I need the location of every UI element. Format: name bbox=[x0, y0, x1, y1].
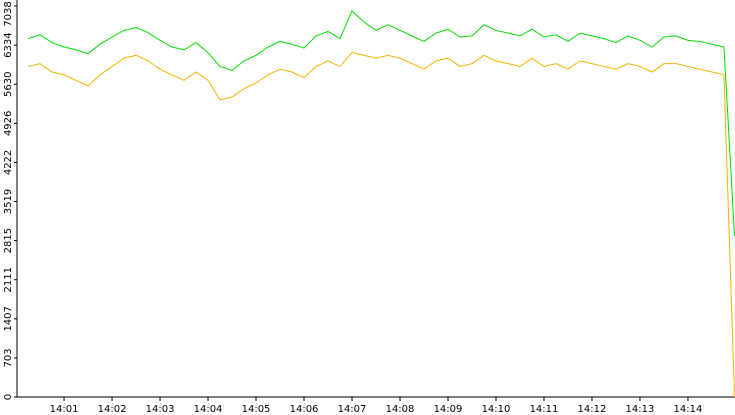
y-tick-label: 2111 bbox=[3, 267, 14, 292]
series-line bbox=[27, 10, 735, 236]
x-tick-label: 14:07 bbox=[338, 404, 367, 415]
y-tick-label: 7038 bbox=[3, 1, 14, 26]
x-tick-label: 14:04 bbox=[194, 404, 223, 415]
x-tick-label: 14:12 bbox=[578, 404, 607, 415]
series-line bbox=[27, 52, 735, 398]
y-tick-label: 3519 bbox=[3, 189, 14, 214]
y-tick-label: 0 bbox=[3, 394, 14, 400]
x-tick-label: 14:09 bbox=[434, 404, 463, 415]
x-tick-label: 14:13 bbox=[626, 404, 655, 415]
x-tick-label: 14:02 bbox=[98, 404, 127, 415]
y-tick-label: 4926 bbox=[3, 111, 14, 136]
y-tick-label: 1407 bbox=[3, 306, 14, 331]
x-tick-label: 14:11 bbox=[530, 404, 559, 415]
x-tick-label: 14:08 bbox=[386, 404, 415, 415]
x-tick-label: 14:14 bbox=[674, 404, 703, 415]
y-tick-label: 4222 bbox=[3, 150, 14, 175]
x-tick-label: 14:03 bbox=[146, 404, 175, 415]
y-tick-label: 703 bbox=[3, 348, 14, 367]
y-tick-label: 5630 bbox=[3, 71, 14, 96]
x-tick-label: 14:10 bbox=[482, 404, 511, 415]
x-tick-label: 14:01 bbox=[50, 404, 79, 415]
x-tick-label: 14:06 bbox=[290, 404, 319, 415]
x-tick-label: 14:05 bbox=[242, 404, 271, 415]
y-tick-label: 2815 bbox=[3, 228, 14, 253]
y-tick-label: 6334 bbox=[3, 32, 14, 57]
